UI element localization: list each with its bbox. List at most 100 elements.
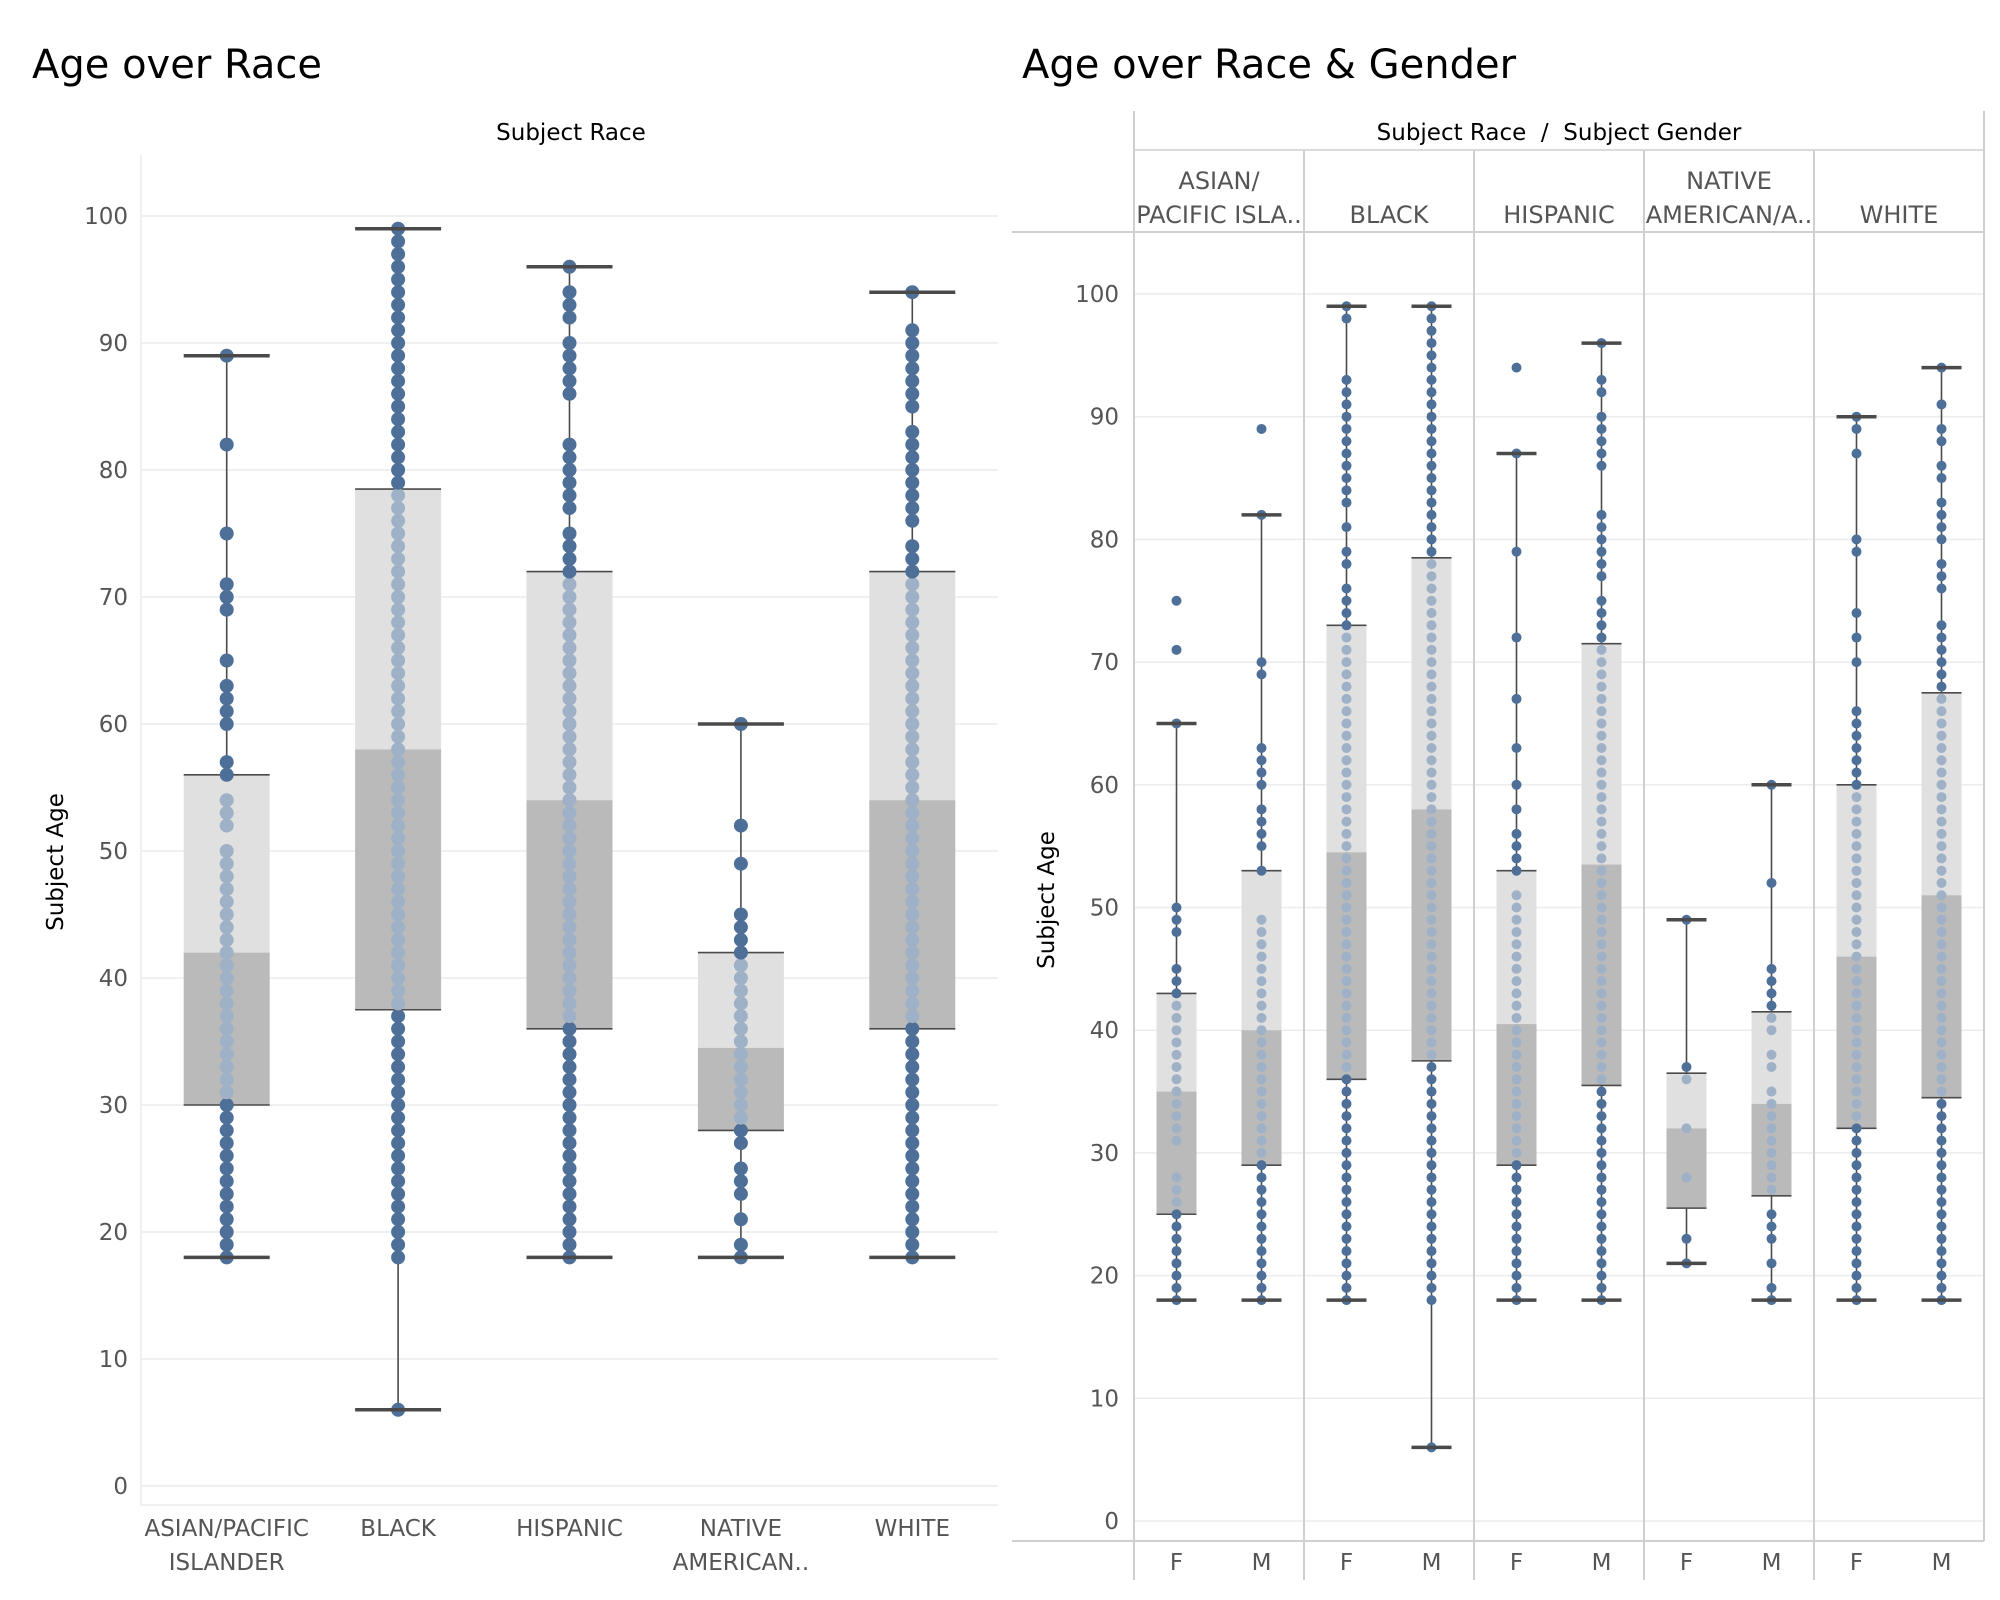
left-box-1-point xyxy=(391,767,406,782)
left-y-tick-label: 10 xyxy=(99,1347,128,1373)
right-box-3-0-point xyxy=(1681,1172,1692,1183)
right-box-2-1-point xyxy=(1596,1172,1607,1183)
left-box-4-point xyxy=(905,653,920,668)
right-box-0-0-point xyxy=(1171,1025,1182,1036)
right-box-1-0-point xyxy=(1341,951,1352,962)
left-box-1-point xyxy=(391,704,406,719)
right-box-3-1-point xyxy=(1766,1049,1777,1060)
left-box-1-point xyxy=(391,1123,406,1138)
left-box-2-point xyxy=(562,691,577,706)
left-box-0-point xyxy=(219,945,234,960)
right-box-0-1-point xyxy=(1256,828,1267,839)
left-box-1-point xyxy=(391,285,406,300)
left-box-0-point xyxy=(219,1186,234,1201)
left-box-2-point xyxy=(562,501,577,516)
left-box-4-point xyxy=(905,983,920,998)
right-box-4-1-point xyxy=(1936,1160,1947,1171)
left-box-2-point xyxy=(562,767,577,782)
left-box-0-point xyxy=(219,1225,234,1239)
right-box-2-0-point xyxy=(1511,1282,1522,1293)
right-box-4-1-point xyxy=(1936,558,1947,569)
right-box-4-1-point xyxy=(1936,755,1947,766)
right-box-4-1-point xyxy=(1936,706,1947,717)
right-box-1-0-point xyxy=(1341,841,1352,852)
right-box-4-0-point xyxy=(1851,1012,1862,1023)
right-box-1-1-point xyxy=(1426,963,1437,974)
right-box-0-1-point xyxy=(1256,742,1267,753)
right-box-1-0-point xyxy=(1341,988,1352,999)
right-box-4-1-point xyxy=(1936,976,1947,987)
left-box-1-point xyxy=(391,272,406,287)
left-box-4-point xyxy=(905,640,920,655)
left-box-2-point xyxy=(562,1199,577,1214)
right-box-1-1-point xyxy=(1426,693,1437,704)
right-box-1-1-point xyxy=(1426,1172,1437,1183)
right-box-1-0-point xyxy=(1341,558,1352,569)
right-box-2-1-point xyxy=(1596,448,1607,459)
right-box-2-0-point xyxy=(1511,841,1522,852)
right-box-1-0-point xyxy=(1341,1196,1352,1207)
right-box-1-1-point xyxy=(1426,1147,1437,1158)
right-box-1-1-point xyxy=(1426,877,1437,888)
left-box-0-point xyxy=(219,691,234,706)
right-box-1-1-point xyxy=(1426,1037,1437,1048)
left-box-4-point xyxy=(905,971,920,985)
left-box-1-point xyxy=(391,971,406,985)
right-box-1-1-point xyxy=(1426,853,1437,864)
left-box-4-point xyxy=(905,793,920,808)
left-box-1-point xyxy=(391,856,406,871)
left-box-2-point xyxy=(562,856,577,871)
right-box-4-0-point xyxy=(1851,546,1862,557)
right-box-2-0-point xyxy=(1511,362,1522,373)
left-box-4-point xyxy=(905,336,920,350)
left-box-4-point xyxy=(905,450,920,465)
right-box-1-1-point xyxy=(1426,890,1437,901)
right-box-4-1-point xyxy=(1936,1209,1947,1220)
right-box-4-0-point xyxy=(1851,1074,1862,1085)
left-x-tick-label: NATIVE xyxy=(700,1516,782,1542)
right-box-4-0-point xyxy=(1851,1037,1862,1048)
right-box-0-0-point xyxy=(1171,927,1182,938)
right-box-2-0-point xyxy=(1511,1196,1522,1207)
left-x-tick-label: WHITE xyxy=(875,1516,950,1542)
left-box-4-point xyxy=(905,729,920,744)
right-box-4-0-point xyxy=(1851,841,1862,852)
right-box-1-0-point xyxy=(1341,1062,1352,1073)
right-box-4-0-point xyxy=(1851,1270,1862,1281)
right-box-1-1-point xyxy=(1426,485,1437,496)
left-box-2-point xyxy=(562,1059,577,1074)
left-box-1-point xyxy=(391,551,406,566)
right-box-0-0-point xyxy=(1171,1062,1182,1073)
left-x-tick-label: ISLANDER xyxy=(169,1550,285,1576)
right-box-4-0-point xyxy=(1851,988,1862,999)
right-box-1-0-point xyxy=(1341,828,1352,839)
left-box-1-point xyxy=(391,297,406,312)
right-column-header: Subject Race / Subject Gender xyxy=(1377,120,1742,146)
right-box-2-1-point xyxy=(1596,558,1607,569)
left-box-1-point xyxy=(391,894,406,909)
left-box-1-point xyxy=(391,805,406,820)
right-box-1-1-point xyxy=(1426,902,1437,913)
right-box-4-1-point xyxy=(1936,681,1947,692)
left-box-4-point xyxy=(905,1021,920,1036)
right-box-3-1-point xyxy=(1766,1233,1777,1244)
right-group-label: AMERICAN/A.. xyxy=(1646,201,1813,229)
right-box-1-0-point xyxy=(1341,804,1352,815)
right-box-4-0-point xyxy=(1851,1000,1862,1011)
right-box-4-1-point xyxy=(1936,988,1947,999)
left-box-0-point xyxy=(219,437,234,452)
left-box-2-point xyxy=(562,488,577,503)
left-box-4-point xyxy=(905,475,920,490)
right-box-1-0-point xyxy=(1341,902,1352,913)
left-y-tick-label: 90 xyxy=(99,331,128,357)
right-box-0-1-point xyxy=(1256,865,1267,876)
left-box-0-point xyxy=(219,704,234,719)
right-box-2-0-point xyxy=(1511,1074,1522,1085)
right-box-0-1-point xyxy=(1256,779,1267,790)
left-box-0-point xyxy=(219,590,234,604)
right-box-4-0-point xyxy=(1851,706,1862,717)
right-box-4-0-point xyxy=(1851,804,1862,815)
left-box-0-point xyxy=(219,1034,234,1049)
right-box-1-1-point xyxy=(1426,1258,1437,1269)
left-box-4-point xyxy=(905,361,920,376)
